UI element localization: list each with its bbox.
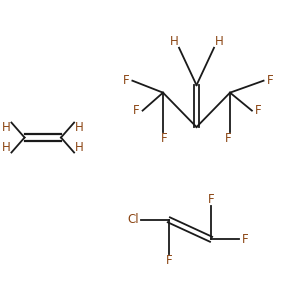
Text: F: F — [242, 233, 249, 246]
Text: F: F — [267, 74, 273, 87]
Text: F: F — [225, 132, 232, 145]
Text: F: F — [255, 104, 262, 117]
Text: H: H — [2, 121, 11, 134]
Text: H: H — [75, 121, 84, 134]
Text: F: F — [133, 104, 140, 117]
Text: F: F — [161, 132, 168, 145]
Text: H: H — [169, 35, 178, 48]
Text: F: F — [208, 193, 214, 206]
Text: Cl: Cl — [127, 213, 139, 226]
Text: H: H — [215, 35, 224, 48]
Text: H: H — [75, 141, 84, 154]
Text: F: F — [123, 74, 129, 87]
Text: F: F — [165, 254, 172, 267]
Text: H: H — [2, 141, 11, 154]
